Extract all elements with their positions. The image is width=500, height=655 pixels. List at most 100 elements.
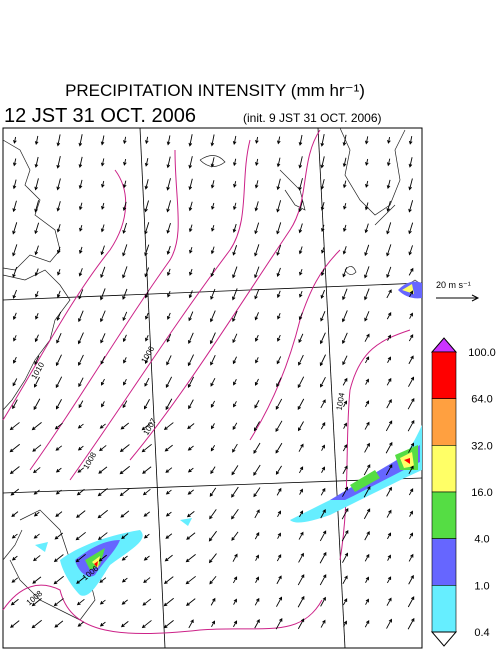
wind-arrow	[408, 553, 414, 562]
wind-arrow	[232, 135, 237, 145]
colorbar-segment	[431, 351, 457, 399]
wind-arrow	[320, 619, 326, 628]
wind-arrow	[365, 576, 369, 583]
wind-arrow	[343, 202, 347, 210]
wind-arrow	[298, 354, 304, 366]
wind-arrow	[78, 268, 83, 277]
wind-arrow	[211, 620, 215, 627]
wind-arrow	[407, 617, 415, 630]
wind-arrow	[165, 533, 173, 539]
wind-arrow	[144, 290, 149, 299]
wind-arrow	[298, 223, 303, 234]
wind-arrow	[78, 134, 83, 147]
wind-arrow	[408, 200, 414, 213]
wind-arrow	[276, 290, 281, 299]
wind-arrow	[33, 489, 40, 495]
wind-arrow	[408, 488, 414, 496]
wind-arrow	[57, 246, 61, 254]
wind-arrow	[119, 444, 130, 453]
wind-arrow	[188, 134, 193, 147]
wind-arrow	[210, 466, 216, 475]
wind-arrow	[56, 201, 61, 212]
wind-arrow	[232, 310, 238, 322]
wind-arrow	[122, 311, 128, 321]
wind-arrow	[365, 356, 370, 364]
wind-arrow	[365, 158, 369, 166]
wind-arrow	[141, 443, 152, 453]
wind-arrow	[77, 445, 84, 451]
wind-arrow	[409, 532, 413, 540]
colorbar-label: 32.0	[471, 440, 492, 452]
wind-arrow	[320, 487, 326, 496]
wind-arrow	[298, 134, 303, 146]
wind-arrow	[12, 200, 17, 213]
wind-arrow	[78, 377, 84, 388]
wind-arrow	[100, 135, 105, 146]
wind-arrow	[276, 136, 281, 145]
wind-arrow	[77, 354, 84, 366]
wind-arrow	[233, 401, 237, 408]
wind-arrow	[143, 399, 150, 410]
wind-arrow	[299, 466, 304, 474]
wind-arrow	[76, 598, 85, 606]
colorbar-label: 1.0	[474, 580, 489, 592]
wind-arrow	[185, 575, 196, 585]
wind-arrow	[341, 507, 349, 520]
wind-arrow	[364, 421, 370, 430]
wind-arrow	[320, 399, 326, 409]
wind-arrow	[254, 289, 260, 300]
wind-arrow	[142, 598, 152, 606]
wind-arrow	[210, 134, 215, 147]
precipitation	[35, 281, 422, 596]
wind-arrow	[276, 178, 281, 191]
wind-arrow	[342, 444, 348, 452]
wind-arrow	[53, 575, 64, 585]
wind-arrow	[166, 135, 171, 146]
wind-arrow	[12, 399, 18, 410]
wind-arrow	[298, 178, 303, 191]
colorbar-segment	[431, 445, 457, 493]
wind-arrow	[254, 400, 260, 409]
wind-arrow	[232, 553, 238, 562]
wind-arrow	[210, 355, 216, 366]
wind-arrow	[187, 445, 194, 451]
wind-arrow	[342, 552, 348, 563]
wind-arrow	[142, 466, 152, 474]
wind-arrow	[320, 376, 326, 388]
wind-arrow	[253, 421, 260, 432]
wind-arrow	[78, 400, 84, 409]
wind-arrow	[166, 156, 171, 169]
wind-arrow	[385, 420, 393, 432]
wind-arrow	[144, 244, 150, 257]
wind-arrow	[142, 488, 151, 496]
wind-arrow	[386, 597, 392, 606]
wind-arrow	[12, 158, 17, 167]
wind-arrow	[276, 267, 281, 277]
wind-arrow	[145, 312, 149, 320]
wind-arrow	[210, 180, 215, 189]
wind-arrow	[275, 398, 283, 410]
wind-arrow	[232, 202, 237, 211]
wind-arrow	[364, 311, 370, 322]
wind-arrow	[188, 224, 193, 233]
wind-arrow	[343, 224, 347, 232]
wind-arrow	[122, 244, 128, 257]
wind-arrow	[189, 268, 193, 276]
wind-arrow	[144, 377, 150, 387]
wind-arrow	[100, 224, 105, 233]
wind-arrow	[232, 223, 237, 233]
wind-arrow	[78, 179, 83, 190]
wind-arrow	[123, 357, 127, 364]
wind-arrow	[57, 269, 61, 276]
wind-arrow	[34, 200, 40, 213]
wind-arrow	[99, 288, 106, 301]
wind-arrow	[208, 530, 217, 542]
coastline	[2, 127, 423, 621]
wind-arrow	[385, 464, 393, 476]
wind-arrow	[365, 378, 369, 385]
wind-arrow	[275, 465, 282, 475]
wind-arrow	[98, 466, 108, 474]
wind-arrow	[163, 422, 174, 431]
colorbar: 100.0 64.0 32.0 16.0 4.0 1.0 0.4	[430, 337, 496, 647]
wind-arrow	[165, 489, 172, 495]
